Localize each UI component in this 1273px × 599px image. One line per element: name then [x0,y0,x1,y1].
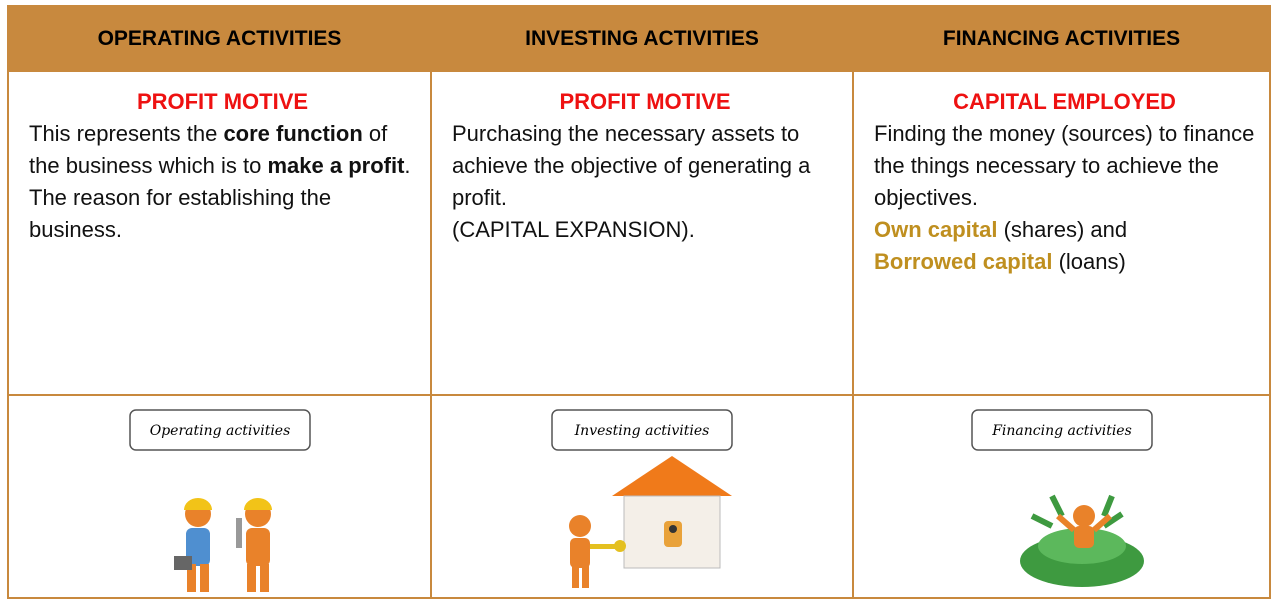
subheading: CAPITAL EMPLOYED [953,89,1176,114]
image-row: Operating activities Investing activitie… [7,394,1271,599]
header-row: OPERATING ACTIVITIES INVESTING ACTIVITIE… [7,5,1271,72]
illustration-label: Financing activities [991,423,1132,439]
illustration-shape [243,498,272,510]
text-run: (shares) and [997,217,1128,242]
subheading: PROFIT MOTIVE [559,89,731,114]
illustration-shape [569,515,591,537]
paragraph: Purchasing the necessary assets to achie… [452,118,838,214]
illustration-shape [245,528,270,566]
image-cell: Operating activities [7,394,432,599]
illustration-shape [551,409,733,451]
text-cell: PROFIT MOTIVE Purchasing the necessary as… [430,70,854,396]
text-run: of the business which is to [29,121,388,178]
image-cell: Financing activities [852,394,1271,599]
illustration-shape [183,498,212,510]
text-run: (loans) [1052,249,1126,274]
illustration-shape [173,556,192,570]
paragraph: Finding the money (sources) to finance t… [874,118,1255,214]
column-header: OPERATING ACTIVITIES [7,5,432,72]
text-row: PROFIT MOTIVE This represents the core fu… [7,70,1271,396]
illustration: Financing activities [970,409,1153,587]
column-header: INVESTING ACTIVITIES [430,5,854,72]
text-run: Purchasing the necessary assets to achie… [452,121,811,210]
illustration-shape [614,540,626,552]
illustration-shape [970,409,1153,451]
illustration-label: Investing activities [574,423,710,439]
illustration-shape [199,564,209,592]
text-run: This represents the [29,121,224,146]
illustration-shape [1073,526,1094,548]
illustration-shape [582,566,589,588]
text-run: (CAPITAL EXPANSION). [452,217,695,242]
paragraph: (CAPITAL EXPANSION). [452,214,838,246]
activities-table: OPERATING ACTIVITIES INVESTING ACTIVITIE… [7,5,1271,599]
illustration-shape [1030,494,1124,529]
paragraph: This represents the core function of the… [29,118,416,246]
text-run: Borrowed capital [874,249,1053,274]
illustration-shape [128,409,311,451]
subheading: PROFIT MOTIVE [136,89,309,114]
illustration-shape [664,521,682,547]
illustration-label: Operating activities [149,423,290,439]
text-run: Finding the money (sources) to finance t… [874,121,1255,210]
image-cell: Investing activities [430,394,854,599]
text-cell: PROFIT MOTIVE This represents the core fu… [7,70,432,396]
illustration-shape [572,566,579,588]
illustration-shape [590,544,618,549]
illustration-shape [612,456,732,496]
illustration-shape [186,564,196,592]
illustration: Investing activities [551,409,733,588]
text-run: core function [223,121,363,146]
text-run: make a profit [267,153,405,178]
illustration-shape [570,538,590,568]
illustration-shape [1072,505,1095,527]
illustration-shape [235,518,242,548]
illustration-shape [246,564,256,592]
illustration-shape [669,525,677,533]
text-run: Own capital [874,217,998,242]
paragraph: Borrowed capital (loans) [874,246,1255,278]
illustration: Operating activities [128,409,311,592]
column-header: FINANCING ACTIVITIES [852,5,1271,72]
page: OPERATING ACTIVITIES INVESTING ACTIVITIE… [7,5,1271,599]
illustration-shape [1055,513,1112,533]
text-run: . The reason for establishing the busine… [29,153,411,242]
illustration-shape [259,564,269,592]
text-cell: CAPITAL EMPLOYED Finding the money (sourc… [852,70,1271,396]
paragraph: Own capital (shares) and [874,214,1255,246]
